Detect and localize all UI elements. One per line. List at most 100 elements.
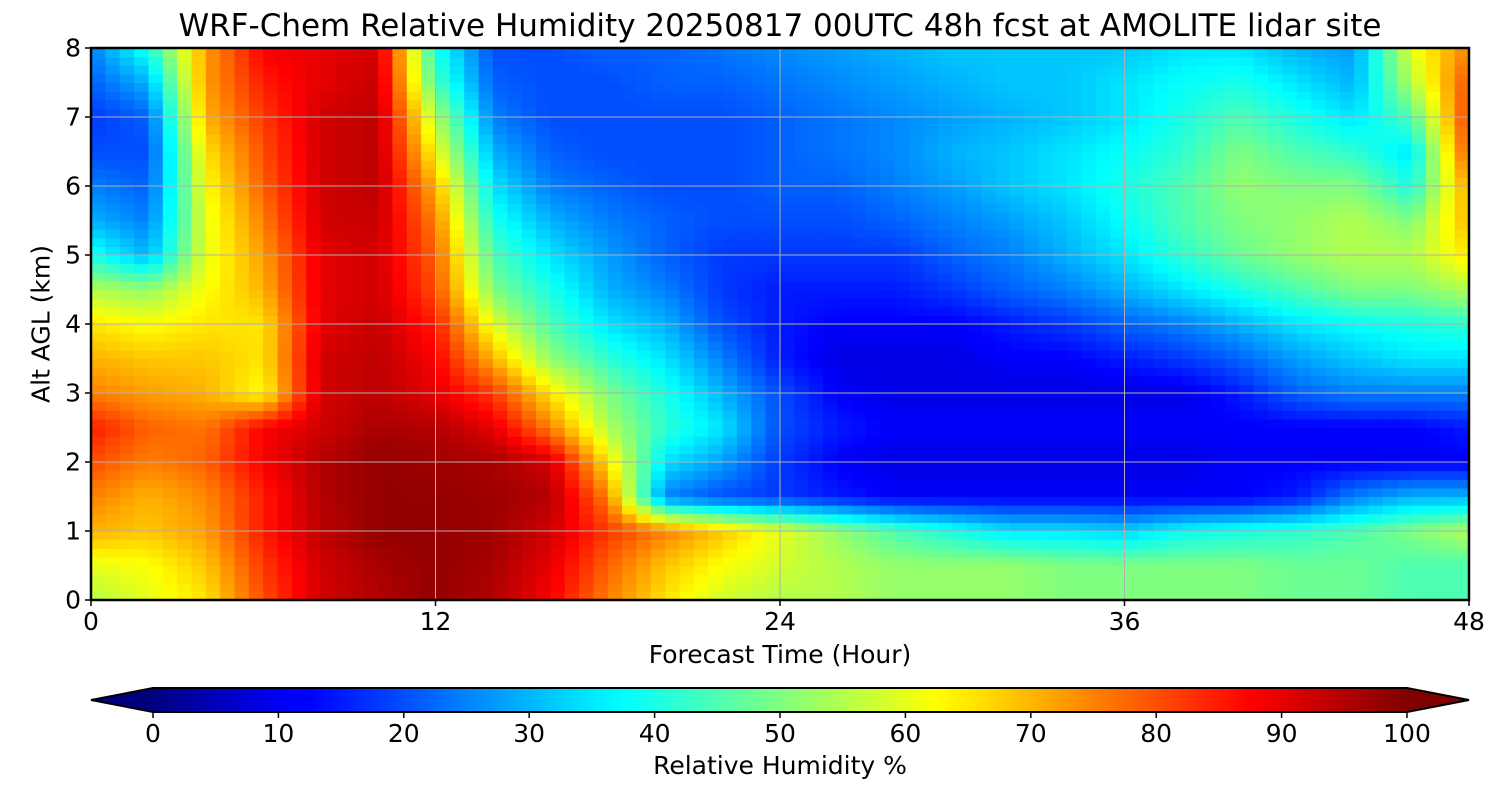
heatmap-cell <box>521 496 537 506</box>
heatmap-cell <box>980 444 996 454</box>
heatmap-cell <box>1268 255 1283 265</box>
heatmap-cell <box>593 341 609 351</box>
heatmap-cell <box>1411 151 1427 161</box>
heatmap-cell <box>263 574 279 584</box>
heatmap-cell <box>607 280 623 291</box>
heatmap-cell <box>1024 513 1039 523</box>
heatmap-cell <box>780 203 795 213</box>
heatmap-cell <box>909 591 925 600</box>
heatmap-cell <box>679 410 695 420</box>
heatmap-cell <box>1339 496 1355 506</box>
heatmap-cell <box>1454 367 1469 377</box>
heatmap-cell <box>1382 556 1398 567</box>
heatmap-cell <box>119 341 135 351</box>
heatmap-cell <box>1038 194 1054 204</box>
heatmap-cell <box>91 349 106 360</box>
heatmap-cell <box>1224 462 1240 472</box>
heatmap-cell <box>478 462 494 472</box>
heatmap-cell <box>464 211 480 222</box>
heatmap-cell <box>1009 280 1025 291</box>
heatmap-cell <box>435 410 451 420</box>
heatmap-cell <box>1181 462 1197 472</box>
heatmap-cell <box>449 203 465 213</box>
heatmap-cell <box>248 565 264 575</box>
heatmap-cell <box>191 168 207 178</box>
heatmap-cell <box>780 427 795 437</box>
heatmap-cell <box>751 211 767 222</box>
heatmap-cell <box>378 496 394 506</box>
heatmap-cell <box>148 574 164 584</box>
heatmap-cell <box>995 168 1011 178</box>
heatmap-cell <box>1052 513 1068 523</box>
heatmap-cell <box>1124 591 1140 600</box>
heatmap-cell <box>837 565 853 575</box>
heatmap-cell <box>937 220 953 230</box>
heatmap-cell <box>894 548 910 558</box>
heatmap-cell <box>593 444 609 454</box>
heatmap-cell <box>1425 367 1441 377</box>
heatmap-cell <box>378 410 394 420</box>
heatmap-cell <box>535 539 551 549</box>
heatmap-cell <box>134 505 150 515</box>
heatmap-cell <box>880 462 896 472</box>
heatmap-cell <box>1440 358 1456 368</box>
heatmap-cell <box>1095 479 1111 489</box>
heatmap-cell <box>622 177 638 187</box>
heatmap-cell <box>980 556 996 567</box>
heatmap-cell <box>1167 427 1183 437</box>
heatmap-cell <box>794 194 810 204</box>
heatmap-cell <box>708 539 724 549</box>
heatmap-cell <box>478 177 494 187</box>
heatmap-cell <box>535 436 551 446</box>
heatmap-cell <box>234 410 250 420</box>
heatmap-cell <box>837 358 853 368</box>
heatmap-cell <box>1339 263 1355 273</box>
heatmap-cell <box>435 470 451 480</box>
heatmap-cell <box>1397 263 1413 273</box>
heatmap-cell <box>1454 444 1469 454</box>
heatmap-cell <box>363 151 379 161</box>
heatmap-cell <box>1095 393 1111 403</box>
heatmap-cell <box>980 487 996 498</box>
heatmap-cell <box>579 246 594 256</box>
heatmap-cell <box>291 280 307 291</box>
heatmap-cell <box>291 453 307 463</box>
heatmap-cell <box>421 384 437 394</box>
heatmap-cell <box>1296 591 1312 600</box>
heatmap-cell <box>1239 470 1255 480</box>
heatmap-cell <box>134 289 150 299</box>
heatmap-cell <box>335 194 350 204</box>
heatmap-cell <box>191 367 207 377</box>
heatmap-cell <box>134 194 150 204</box>
heatmap-cell <box>1268 315 1283 325</box>
heatmap-cell <box>1052 505 1068 515</box>
heatmap-cell <box>1325 194 1341 204</box>
heatmap-cell <box>1454 462 1469 472</box>
heatmap-cell <box>765 263 781 273</box>
heatmap-cell <box>823 367 839 377</box>
heatmap-cell <box>1181 427 1197 437</box>
heatmap-cell <box>1210 229 1226 239</box>
heatmap-cell <box>1296 237 1312 247</box>
heatmap-cell <box>952 384 968 394</box>
heatmap-cell <box>722 289 738 299</box>
heatmap-cell <box>335 410 350 420</box>
heatmap-cell <box>923 401 939 411</box>
heatmap-cell <box>880 186 896 196</box>
heatmap-cell <box>507 306 523 316</box>
heatmap-cell <box>119 194 135 204</box>
heatmap-cell <box>880 522 896 532</box>
heatmap-cell <box>1124 237 1140 247</box>
heatmap-cell <box>693 280 709 291</box>
heatmap-cell <box>220 298 236 308</box>
heatmap-cell <box>1038 289 1054 299</box>
heatmap-cell <box>277 522 293 532</box>
heatmap-cell <box>851 453 867 463</box>
heatmap-cell <box>937 211 953 222</box>
heatmap-cell <box>1296 349 1312 360</box>
heatmap-cell <box>1024 539 1039 549</box>
heatmap-cell <box>808 548 824 558</box>
heatmap-cell <box>119 418 135 429</box>
heatmap-cell <box>1268 513 1283 523</box>
heatmap-cell <box>91 393 106 403</box>
